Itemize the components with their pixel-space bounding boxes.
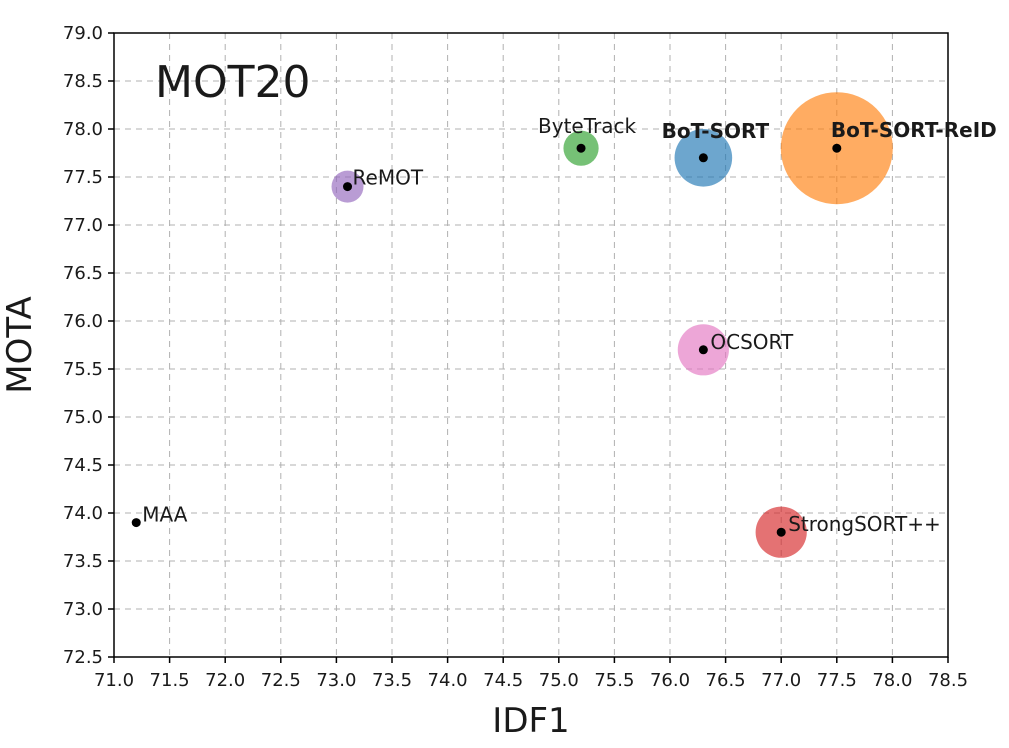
y-tick-label: 74.0 <box>63 503 103 524</box>
x-tick-label: 77.5 <box>817 670 857 691</box>
point-bytetrack <box>576 143 586 153</box>
x-tick-label: 73.5 <box>372 670 412 691</box>
y-axis-label: MOTA <box>0 296 40 393</box>
x-tick-label: 73.0 <box>316 670 356 691</box>
axis-ticks: 71.0 71.5 72.0 72.5 73.0 73.5 74.0 74.5 75.0 75.5… <box>63 23 968 691</box>
point-labels: MAA ReMOT ByteTrack BoT-SORT BoT-SORT-ReID OC… <box>142 114 997 536</box>
x-tick-label: 72.0 <box>205 670 245 691</box>
point-remot <box>343 182 353 192</box>
plot-area-frame <box>113 32 949 658</box>
point-label-remot: ReMOT <box>353 166 424 190</box>
x-tick-label: 74.0 <box>428 670 468 691</box>
x-tick-label: 77.0 <box>761 670 801 691</box>
x-tick-label: 74.5 <box>483 670 523 691</box>
y-tick-label: 75.5 <box>63 359 103 380</box>
y-tick-label: 76.0 <box>63 311 103 332</box>
point-label-bot-sort-reid: BoT-SORT-ReID <box>831 118 997 142</box>
y-tick-label: 79.0 <box>63 23 103 44</box>
y-tick-label: 78.0 <box>63 119 103 140</box>
point-ocsort <box>698 345 708 355</box>
x-tick-label: 76.0 <box>650 670 690 691</box>
y-tick-label: 77.5 <box>63 167 103 188</box>
y-tick-label: 76.5 <box>63 263 103 284</box>
y-tick-label: 75.0 <box>63 407 103 428</box>
x-tick-label: 75.5 <box>594 670 634 691</box>
x-tick-label: 71.0 <box>94 670 134 691</box>
x-tick-label: 76.5 <box>706 670 746 691</box>
x-tick-label: 71.5 <box>150 670 190 691</box>
y-tick-label: 72.5 <box>63 647 103 668</box>
x-tick-label: 78.0 <box>872 670 912 691</box>
point-label-bot-sort: BoT-SORT <box>662 119 770 143</box>
chart-title: MOT20 <box>155 57 310 108</box>
point-strongsort- <box>776 527 786 537</box>
point-label-maa: MAA <box>142 503 187 527</box>
y-tick-label: 77.0 <box>63 215 103 236</box>
y-tick-label: 74.5 <box>63 455 103 476</box>
point-maa <box>131 518 141 528</box>
bubble-series <box>131 92 893 558</box>
x-axis-label: IDF1 <box>492 701 569 741</box>
y-tick-label: 78.5 <box>63 71 103 92</box>
point-bot-sort-reid <box>832 143 842 153</box>
x-tick-label: 75.0 <box>539 670 579 691</box>
x-tick-label: 72.5 <box>261 670 301 691</box>
x-tick-label: 78.5 <box>928 670 968 691</box>
y-tick-label: 73.5 <box>63 551 103 572</box>
point-label-strongsort-: StrongSORT++ <box>788 512 941 536</box>
y-tick-label: 73.0 <box>63 599 103 620</box>
point-label-ocsort: OCSORT <box>710 330 794 354</box>
point-bot-sort <box>698 153 708 163</box>
point-label-bytetrack: ByteTrack <box>538 114 636 138</box>
